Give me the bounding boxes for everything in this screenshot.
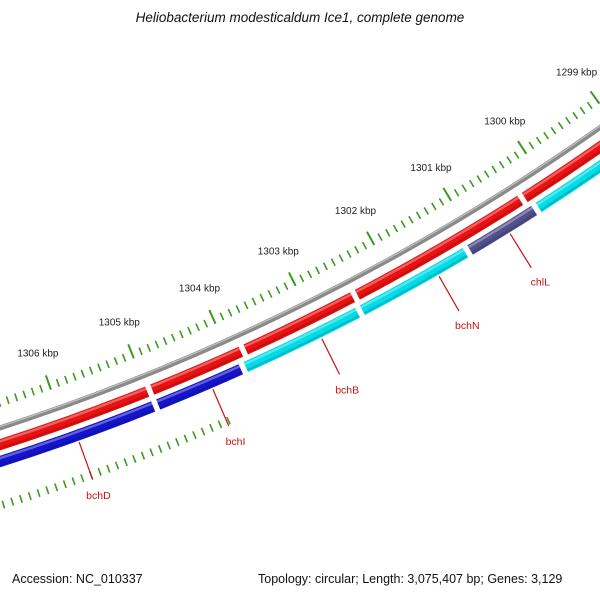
gene-segment-bchD[interactable] (0, 401, 156, 481)
gene-label-bchD[interactable]: bchD (86, 490, 111, 502)
gene-segment-bchN[interactable] (359, 248, 469, 316)
major-tick (517, 140, 528, 155)
kbp-label: 1301 kbp (410, 163, 452, 174)
segment-highlight (150, 347, 240, 388)
segment-shadow (358, 202, 523, 299)
major-tick (44, 375, 52, 390)
segment-backbone (0, 124, 600, 431)
gene-label-bchI[interactable]: bchI (226, 436, 246, 448)
segment-shadow (0, 408, 155, 467)
gene-label-chlL[interactable]: chlL (531, 277, 550, 289)
segment-highlight (355, 196, 520, 293)
track-genes-bch (0, 108, 600, 481)
segment-highlight (536, 161, 600, 206)
segment-highlight (467, 206, 534, 249)
segment-genes-red[interactable] (354, 195, 524, 300)
kbp-label: 1299 kbp (556, 67, 598, 78)
segment-shadow (526, 149, 600, 202)
gene-leader-line (212, 389, 230, 427)
gene-segment-bchB[interactable] (243, 307, 361, 373)
kbp-label: 1306 kbp (17, 348, 59, 359)
segment-shadow (246, 314, 360, 372)
kbp-label: 1303 kbp (258, 246, 300, 257)
segment-shadow (539, 169, 600, 212)
segment-shadow (471, 212, 537, 254)
genome-summary-text: Topology: circular; Length: 3,075,407 bp… (258, 572, 563, 586)
kbp-label: 1305 kbp (99, 318, 141, 329)
segment-highlight (156, 365, 241, 403)
track-genes-red (0, 95, 600, 465)
segment-shadow (0, 393, 149, 450)
major-tick (208, 309, 217, 325)
major-tick (288, 271, 297, 287)
page-title: Heliobacterium modesticaldum Ice1, compl… (135, 10, 465, 25)
gene-leader-line (509, 233, 532, 269)
gene-leader-line (438, 275, 460, 312)
segment-genes-red[interactable] (0, 386, 150, 465)
major-tick (589, 90, 600, 105)
kbp-ruler-ticks (0, 90, 600, 407)
segment-shadow (159, 371, 243, 409)
kbp-label: 1302 kbp (335, 206, 377, 217)
segment-highlight (243, 308, 357, 366)
kbp-label: 1300 kbp (484, 117, 526, 128)
segment-highlight (243, 293, 352, 348)
segment-genes-bch[interactable] (535, 108, 600, 213)
segment-highlight (0, 402, 153, 460)
kbp-label: 1304 kbp (179, 284, 221, 295)
gene-leader-line (78, 441, 94, 480)
segment-genes-red[interactable] (521, 95, 600, 203)
gene-label-bchN[interactable]: bchN (455, 320, 480, 332)
gene-segment-bchI[interactable] (156, 364, 244, 410)
segment-genes-red[interactable] (243, 292, 356, 355)
inner-ruler-ticks (1, 416, 231, 509)
segment-genes-red[interactable] (150, 346, 244, 395)
backbone-highlight (0, 125, 600, 428)
segment-highlight (522, 141, 600, 196)
segment-highlight (0, 387, 147, 443)
gene-label-bchB[interactable]: bchB (335, 384, 359, 396)
major-tick (366, 231, 376, 246)
segment-highlight (360, 249, 465, 309)
accession-text: Accession: NC_010337 (12, 572, 143, 586)
segment-shadow (153, 353, 243, 394)
track-backbone (0, 124, 600, 431)
major-tick (442, 187, 452, 202)
gene-labels: chlL bchN bchB bchI bchD (78, 233, 550, 502)
segment-shadow (246, 299, 355, 354)
major-tick (127, 343, 135, 359)
gene-leader-line (321, 338, 341, 375)
segment-shadow (363, 254, 468, 315)
kbp-ruler-labels: 1299 kbp 1300 kbp 1301 kbp 1302 kbp 1303 kbp… (17, 67, 597, 359)
gene-segment-chlL[interactable] (467, 205, 538, 255)
